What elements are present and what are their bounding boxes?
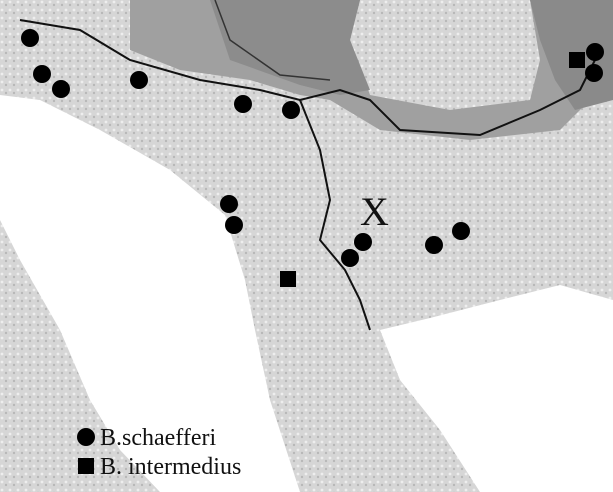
point	[452, 222, 470, 240]
point	[282, 101, 300, 119]
map: X B.schaefferi B. intermedius	[0, 0, 613, 492]
square-point	[280, 271, 296, 287]
legend-symbol	[78, 458, 94, 474]
legend-label: B. intermedius	[100, 454, 241, 480]
point	[585, 64, 603, 82]
point	[52, 80, 70, 98]
point	[354, 233, 372, 251]
point	[586, 43, 604, 61]
point	[225, 216, 243, 234]
square-point	[569, 52, 585, 68]
point	[425, 236, 443, 254]
point	[33, 65, 51, 83]
point	[234, 95, 252, 113]
point	[130, 71, 148, 89]
point	[21, 29, 39, 47]
point	[341, 249, 359, 267]
x-mark: X	[360, 189, 389, 234]
legend-symbol	[77, 428, 95, 446]
legend-label: B.schaefferi	[100, 425, 217, 451]
point	[220, 195, 238, 213]
